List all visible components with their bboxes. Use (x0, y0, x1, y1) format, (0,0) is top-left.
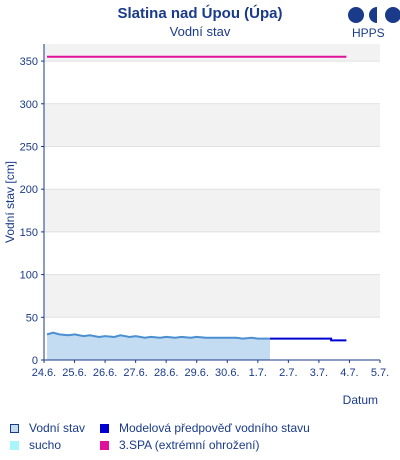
x-tick-label: 1.7. (249, 367, 267, 379)
x-tick-label: 24.6. (32, 367, 56, 379)
legend-label-observed: Vodní stav (29, 421, 86, 435)
legend-swatch-spa3 (100, 440, 109, 450)
legend-item-spa3: 3.SPA (extrémní ohrožení) (100, 437, 260, 453)
chart-title: Slatina nad Úpou (Úpa) (117, 5, 283, 22)
series-area-observed (47, 332, 271, 360)
grid-band (44, 189, 380, 232)
logo-label: HPPS (352, 26, 385, 40)
x-tick-label: 4.7. (340, 367, 358, 379)
y-tick-label: 0 (32, 355, 38, 367)
legend-item-drought: sucho (10, 437, 61, 453)
legend-swatch-observed (10, 423, 19, 433)
x-tick-label: 27.6. (123, 367, 147, 379)
hpps-logo-icon (348, 7, 400, 23)
x-tick-label: 28.6. (154, 367, 178, 379)
grid-band (44, 44, 380, 62)
x-tick-label: 2.7. (279, 367, 297, 379)
y-axis-label: Vodní stav [cm] (3, 161, 17, 243)
x-tick-label: 30.6. (215, 367, 239, 379)
grid-band (44, 103, 380, 147)
chart-legend: Vodní stav Modelová předpověď vodního st… (0, 418, 400, 460)
chart-subtitle: Vodní stav (169, 24, 231, 39)
water-level-chart: 0 50 100 150 200 250 300 350 24.6. 25.6. 26.6. 27.6… (3, 44, 389, 407)
x-tick-label: 3.7. (310, 367, 328, 379)
y-tick-label: 150 (20, 227, 38, 239)
x-axis-label: Datum (343, 393, 378, 407)
y-tick-label: 350 (20, 56, 38, 68)
y-tick-label: 300 (20, 99, 38, 111)
legend-label-drought: sucho (29, 438, 62, 452)
legend-item-forecast: Modelová předpověď vodního stavu (100, 420, 310, 436)
x-tick-label: 5.7. (371, 367, 389, 379)
y-tick-label: 100 (20, 270, 38, 282)
y-tick-label: 50 (26, 312, 38, 324)
x-tick-label: 26.6. (93, 367, 117, 379)
series-line-observed (46, 331, 271, 340)
legend-label-spa3: 3.SPA (extrémní ohrožení) (119, 438, 260, 452)
y-tick-label: 250 (20, 141, 38, 153)
x-tick-label: 25.6. (62, 367, 86, 379)
series-line-forecast (270, 337, 347, 342)
legend-item-observed: Vodní stav (10, 420, 85, 436)
x-tick-label: 29.6. (184, 367, 208, 379)
y-tick-label: 200 (20, 184, 38, 196)
legend-swatch-forecast (100, 423, 109, 433)
legend-label-forecast: Modelová předpověď vodního stavu (119, 421, 310, 435)
grid-band (44, 274, 380, 318)
legend-swatch-drought (10, 440, 19, 450)
